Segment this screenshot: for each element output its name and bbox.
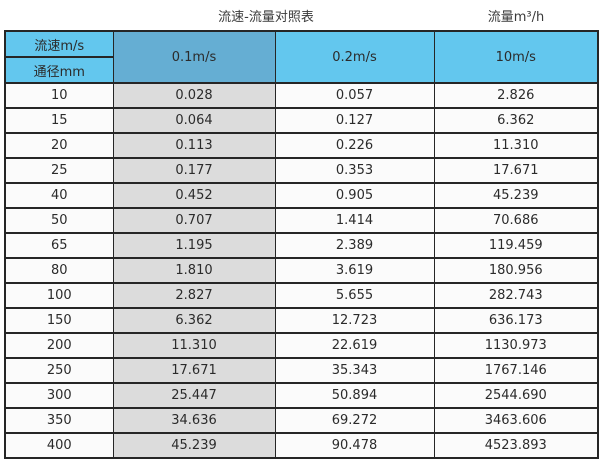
cell-flow-10ms: 4523.893 (433, 432, 599, 459)
flow-unit-label: 流量m³/h (487, 10, 545, 25)
table-row: 150 6.362 12.723 636.173 (4, 307, 599, 334)
cell-flow-10ms: 282.743 (433, 282, 599, 309)
cell-flow-0-1ms: 34.636 (112, 407, 276, 434)
table-row: 15 0.064 0.127 6.362 (4, 107, 599, 134)
header-col-10ms: 10m/s (433, 30, 599, 84)
header-velocity-label: 流速m/s (4, 30, 114, 58)
cell-flow-0-1ms: 1.810 (112, 257, 276, 284)
cell-flow-0-2ms: 90.478 (274, 432, 435, 459)
cell-flow-0-1ms: 45.239 (112, 432, 276, 459)
cell-flow-0-1ms: 0.177 (112, 157, 276, 184)
table-row: 300 25.447 50.894 2544.690 (4, 382, 599, 409)
cell-diameter: 10 (4, 82, 114, 109)
cell-flow-0-2ms: 50.894 (274, 382, 435, 409)
cell-diameter: 15 (4, 107, 114, 134)
cell-flow-0-2ms: 0.057 (274, 82, 435, 109)
cell-diameter: 350 (4, 407, 114, 434)
cell-flow-10ms: 119.459 (433, 232, 599, 259)
cell-flow-0-2ms: 5.655 (274, 282, 435, 309)
table-row: 400 45.239 90.478 4523.893 (4, 432, 599, 459)
cell-flow-10ms: 17.671 (433, 157, 599, 184)
cell-flow-0-2ms: 12.723 (274, 307, 435, 334)
header-col-0-2ms: 0.2m/s (274, 30, 435, 84)
table-row: 80 1.810 3.619 180.956 (4, 257, 599, 284)
cell-flow-0-1ms: 0.113 (112, 132, 276, 159)
cell-diameter: 300 (4, 382, 114, 409)
cell-flow-10ms: 2544.690 (433, 382, 599, 409)
table-title: 流速-流量对照表 (218, 10, 314, 25)
table-body: 10 0.028 0.057 2.826 15 0.064 0.127 6.36… (4, 82, 599, 459)
header-col-0-1ms: 0.1m/s (112, 30, 276, 84)
cell-flow-10ms: 6.362 (433, 107, 599, 134)
cell-diameter: 100 (4, 282, 114, 309)
cell-diameter: 40 (4, 182, 114, 209)
cell-flow-0-2ms: 0.353 (274, 157, 435, 184)
cell-flow-0-2ms: 69.272 (274, 407, 435, 434)
table-row: 65 1.195 2.389 119.459 (4, 232, 599, 259)
cell-flow-10ms: 636.173 (433, 307, 599, 334)
cell-flow-10ms: 3463.606 (433, 407, 599, 434)
cell-flow-0-1ms: 0.452 (112, 182, 276, 209)
cell-flow-10ms: 45.239 (433, 182, 599, 209)
table-row: 10 0.028 0.057 2.826 (4, 82, 599, 109)
flow-rate-table: 流速m/s 0.1m/s 0.2m/s 10m/s 通径mm 10 0.028 … (4, 30, 599, 459)
table-row: 50 0.707 1.414 70.686 (4, 207, 599, 234)
cell-diameter: 250 (4, 357, 114, 384)
caption-strip: 流速-流量对照表 流量m³/h (0, 0, 600, 30)
cell-flow-0-1ms: 6.362 (112, 307, 276, 334)
cell-flow-0-1ms: 11.310 (112, 332, 276, 359)
cell-diameter: 400 (4, 432, 114, 459)
table-row: 40 0.452 0.905 45.239 (4, 182, 599, 209)
cell-flow-0-1ms: 2.827 (112, 282, 276, 309)
cell-flow-0-1ms: 0.064 (112, 107, 276, 134)
cell-diameter: 200 (4, 332, 114, 359)
cell-flow-0-1ms: 17.671 (112, 357, 276, 384)
cell-diameter: 80 (4, 257, 114, 284)
cell-flow-0-2ms: 0.127 (274, 107, 435, 134)
cell-flow-10ms: 180.956 (433, 257, 599, 284)
cell-diameter: 65 (4, 232, 114, 259)
cell-diameter: 25 (4, 157, 114, 184)
cell-flow-0-2ms: 1.414 (274, 207, 435, 234)
cell-flow-0-2ms: 2.389 (274, 232, 435, 259)
cell-flow-0-1ms: 0.707 (112, 207, 276, 234)
table-row: 250 17.671 35.343 1767.146 (4, 357, 599, 384)
cell-flow-0-1ms: 0.028 (112, 82, 276, 109)
table-row: 350 34.636 69.272 3463.606 (4, 407, 599, 434)
cell-flow-0-2ms: 22.619 (274, 332, 435, 359)
header-diameter-label: 通径mm (4, 56, 114, 84)
cell-diameter: 20 (4, 132, 114, 159)
table-row: 20 0.113 0.226 11.310 (4, 132, 599, 159)
cell-flow-0-2ms: 0.226 (274, 132, 435, 159)
cell-flow-10ms: 70.686 (433, 207, 599, 234)
cell-flow-10ms: 11.310 (433, 132, 599, 159)
cell-flow-0-1ms: 1.195 (112, 232, 276, 259)
cell-flow-0-2ms: 0.905 (274, 182, 435, 209)
cell-flow-10ms: 1767.146 (433, 357, 599, 384)
cell-flow-0-2ms: 3.619 (274, 257, 435, 284)
table-row: 200 11.310 22.619 1130.973 (4, 332, 599, 359)
cell-flow-10ms: 2.826 (433, 82, 599, 109)
cell-flow-0-1ms: 25.447 (112, 382, 276, 409)
cell-diameter: 50 (4, 207, 114, 234)
table-header: 流速m/s 0.1m/s 0.2m/s 10m/s 通径mm (4, 30, 599, 84)
table-row: 100 2.827 5.655 282.743 (4, 282, 599, 309)
cell-diameter: 150 (4, 307, 114, 334)
cell-flow-0-2ms: 35.343 (274, 357, 435, 384)
table-row: 25 0.177 0.353 17.671 (4, 157, 599, 184)
cell-flow-10ms: 1130.973 (433, 332, 599, 359)
